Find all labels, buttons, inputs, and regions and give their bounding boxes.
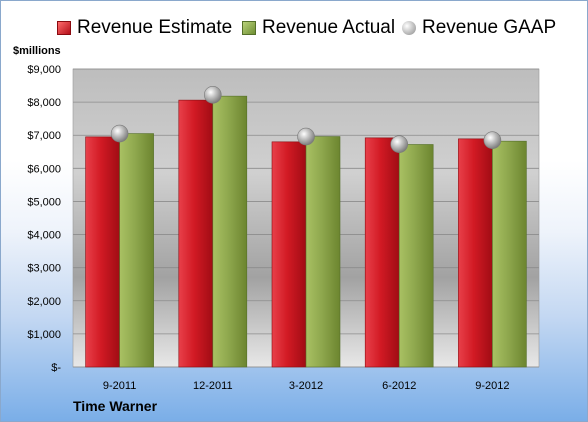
bar-revenue-estimate [85, 136, 120, 368]
x-tick-label: 6-2012 [382, 380, 416, 392]
legend-item-gaap: Revenue GAAP [402, 17, 556, 39]
legend-swatch-estimate [57, 21, 71, 35]
marker-revenue-gaap [483, 131, 502, 149]
y-tick-label: $3,000 [27, 263, 61, 275]
legend-label-actual: Revenue Actual [262, 17, 396, 38]
y-tick-label: $2,000 [27, 296, 61, 308]
legend-item-estimate: Revenue Estimate [57, 17, 232, 39]
x-tick-label: 3-2012 [289, 380, 323, 392]
company-label: Time Warner [73, 398, 158, 414]
legend-swatch-gaap [402, 21, 416, 35]
bar-revenue-actual [119, 133, 154, 368]
y-tick-label: $8,000 [27, 97, 61, 109]
y-tick-label: $1,000 [27, 329, 61, 341]
y-tick-label: $4,000 [27, 230, 61, 242]
y-axis-ticks: $- $1,000 $2,000 $3,000 $4,000 $5,000 $6,000 $7… [27, 64, 61, 374]
bar-revenue-actual [398, 144, 434, 368]
bar-revenue-estimate [364, 137, 400, 368]
marker-revenue-gaap [390, 135, 409, 153]
x-axis-ticks: 9-2011 12-2011 3-2012 6-2012 9-2012 [103, 380, 510, 392]
y-tick-label: $- [51, 362, 61, 374]
y-tick-label: $7,000 [27, 130, 61, 142]
legend-swatch-actual [242, 21, 256, 35]
y-axis-unit-label: $millions [13, 45, 61, 57]
marker-revenue-gaap [110, 124, 129, 143]
legend-label-gaap: Revenue GAAP [422, 17, 557, 38]
bar-revenue-estimate [458, 138, 493, 368]
bar-revenue-actual [305, 136, 341, 368]
bar-revenue-estimate [271, 141, 307, 368]
bar-revenue-actual [492, 140, 527, 368]
legend-item-actual: Revenue Actual [242, 17, 395, 39]
x-tick-label: 9-2012 [475, 380, 509, 392]
x-tick-label: 12-2011 [193, 380, 233, 392]
bar-revenue-estimate [178, 99, 214, 368]
marker-revenue-gaap [297, 127, 315, 146]
marker-revenue-gaap [204, 86, 222, 104]
bar-revenue-actual [212, 95, 248, 368]
gaap-markers [110, 86, 502, 153]
y-tick-label: $5,000 [27, 196, 61, 208]
legend-label-estimate: Revenue Estimate [77, 17, 233, 38]
bars [85, 95, 527, 368]
x-tick-label: 9-2011 [103, 380, 136, 392]
y-tick-label: $6,000 [27, 163, 61, 175]
y-tick-label: $9,000 [27, 64, 61, 76]
chart-legend: Revenue Estimate Revenue Actual Revenue … [1, 17, 587, 41]
